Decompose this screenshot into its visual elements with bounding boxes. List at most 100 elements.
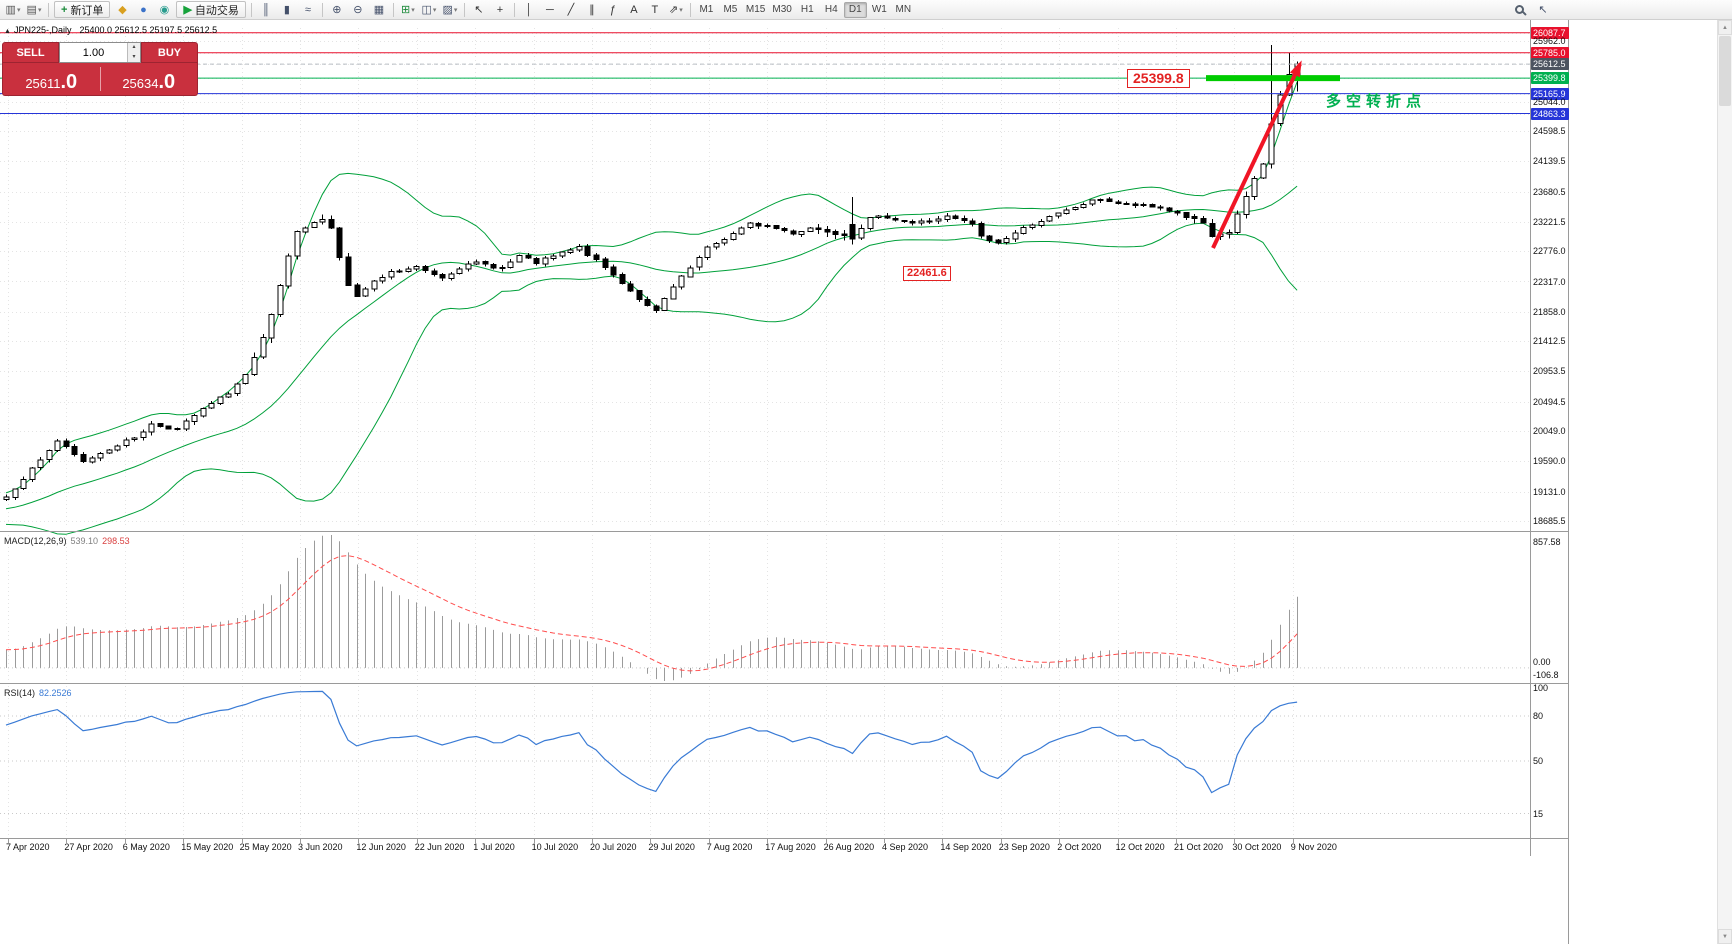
price-axis-label: 25612.5 [1531, 58, 1569, 71]
price-axis-label: 23221.5 [1533, 216, 1566, 227]
auto-trading-icon: ▶ [183, 4, 192, 16]
timeframe-d1[interactable]: D1 [843, 1, 867, 18]
price-axis-label: 25165.9 [1531, 87, 1569, 100]
new-chart-icon[interactable]: ▥ ▾ [5, 4, 21, 16]
collapse-trade-panel-arrow[interactable]: ▲ [4, 28, 11, 35]
auto-trading-button[interactable]: ▶ 自动交易 [176, 1, 246, 18]
periods-icon[interactable]: ◫ ▾ [421, 4, 437, 16]
buy-price-main: 25634 [122, 76, 159, 91]
price-axis-label: 18685.5 [1533, 516, 1566, 526]
new-order-icon: + [61, 3, 68, 16]
time-axis[interactable]: 7 Apr 2020 27 Apr 2020 6 May 2020 15 May 20… [0, 842, 1530, 855]
buy-price[interactable]: 25634.0 [101, 63, 198, 95]
sell-button[interactable]: SELL [2, 42, 59, 63]
rsi-value: 82.2526 [39, 688, 72, 698]
macd-axis-label: 0.00 [1533, 656, 1551, 667]
price-axis-label: 24139.5 [1533, 156, 1566, 167]
dropdown-arrow-icon: ▾ [411, 6, 415, 14]
profiles-icon[interactable]: ▤ ▾ [26, 4, 42, 16]
trendline-icon[interactable]: ╱ [567, 4, 575, 16]
rsi-axis-label: 100 [1533, 683, 1549, 693]
macd-axis-label: -106.8 [1533, 670, 1559, 680]
price-axis-label: 25785.0 [1531, 46, 1569, 59]
line-chart-icon[interactable]: ≈ [304, 3, 311, 16]
new-order-button-label: 新订单 [70, 4, 104, 17]
price-axis-label: 22776.0 [1533, 246, 1566, 257]
one-click-trading-panel: SELL ▴ ▾ BUY 25611.0 25634.0 [2, 42, 198, 96]
cursor-icon[interactable]: ↖ [474, 4, 484, 16]
pointer-icon[interactable]: ↖ [1538, 4, 1548, 16]
date-axis-label: 27 Apr 2020 [64, 842, 113, 852]
price-axis-label: 19131.0 [1533, 486, 1566, 497]
horizontal-line-icon[interactable]: ─ [546, 3, 554, 16]
timeframe-h4[interactable]: H4 [824, 4, 838, 15]
date-axis-label: 12 Jun 2020 [356, 842, 406, 852]
toolbar-right-group: ↖ [1509, 1, 1553, 18]
indicators-icon[interactable]: ⊞ ▾ [401, 4, 415, 16]
auto-trading-button-label: 自动交易 [194, 4, 239, 17]
volume-input[interactable] [60, 43, 127, 62]
date-axis-label: 4 Sep 2020 [882, 842, 929, 852]
timeframe-w1[interactable]: W1 [871, 4, 887, 15]
text-icon[interactable]: A [630, 3, 638, 16]
price-axis-label: 19590.0 [1533, 456, 1566, 467]
date-axis-label: 1 Jul 2020 [473, 842, 515, 852]
label-icon[interactable]: T [651, 3, 659, 16]
date-axis-label: 15 May 2020 [181, 842, 234, 852]
price-axis-label: 23680.5 [1533, 186, 1566, 197]
toolbar-separator [321, 2, 323, 17]
sell-price-main: 25611 [25, 76, 61, 91]
buy-button[interactable]: BUY [141, 42, 198, 63]
turning-point-note: 多空转折点 [1326, 93, 1427, 110]
templates-icon[interactable]: ▨ ▾ [442, 4, 458, 16]
chart-title-line: ▲ JPN225-,Daily 25400.0 25612.5 25197.5 25… [4, 25, 217, 35]
toolbar-separator [513, 2, 515, 17]
price-axis[interactable]: 26087.7 25962.0 25785.0 25612.5 25399.8 25165… [1531, 0, 1570, 944]
rsi-axis-label: 80 [1533, 711, 1544, 721]
bar-chart-icon[interactable]: ║ [262, 3, 270, 16]
date-axis-label: 20 Jul 2020 [590, 842, 637, 852]
new-order-button[interactable]: + 新订单 [54, 1, 111, 18]
date-axis-label: 23 Sep 2020 [998, 842, 1050, 852]
timeframe-m5[interactable]: M5 [723, 4, 738, 15]
right-empty-panel: ▲ ▼ [1570, 20, 1732, 944]
arrows-icon[interactable]: ⇗ ▾ [669, 4, 683, 16]
timeframe-h1[interactable]: H1 [800, 4, 814, 15]
timeframe-mn[interactable]: MN [895, 4, 912, 15]
search-icon[interactable] [1509, 1, 1529, 18]
price-axis-label: 24863.3 [1531, 107, 1569, 120]
zoom-out-icon[interactable]: ⊖ [353, 4, 363, 16]
resistance-price-annotation[interactable]: 25399.8 [1127, 69, 1190, 88]
scroll-up-icon[interactable]: ▲ [1718, 20, 1732, 35]
fibonacci-icon[interactable]: ƒ [609, 3, 616, 16]
channel-icon[interactable]: ∥ [589, 4, 595, 16]
scroll-down-icon[interactable]: ▼ [1718, 929, 1732, 944]
price-axis-label: 21858.0 [1533, 306, 1566, 317]
signals-icon[interactable]: ◉ [159, 4, 170, 16]
tile-windows-icon[interactable]: ▦ [373, 4, 385, 16]
toolbar-separator [250, 2, 252, 17]
market-icon[interactable]: ● [140, 3, 147, 16]
candlestick-chart-icon[interactable]: ▮ [283, 4, 290, 16]
buy-price-big: .0 [158, 71, 176, 93]
crosshair-icon[interactable]: + [496, 3, 504, 16]
vertical-scrollbar[interactable]: ▲ ▼ [1717, 20, 1732, 944]
sell-price[interactable]: 25611.0 [3, 63, 100, 95]
volume-down-button[interactable]: ▾ [128, 52, 140, 62]
date-axis-label: 25 May 2020 [239, 842, 292, 852]
scrollbar-thumb[interactable] [1719, 36, 1731, 106]
timeframe-m15[interactable]: M15 [745, 4, 766, 15]
zoom-in-icon[interactable]: ⊕ [332, 4, 342, 16]
timeframe-m1[interactable]: M1 [699, 4, 714, 15]
toolbar-separator [463, 2, 465, 17]
vertical-line-icon[interactable]: │ [525, 3, 533, 16]
metaeditor-icon[interactable]: ◆ [118, 4, 127, 16]
macd-indicator-label: MACD(12,26,9) 539.10 298.53 [4, 536, 130, 546]
date-axis-label: 14 Sep 2020 [940, 842, 992, 852]
rsi-axis-label: 50 [1533, 756, 1544, 766]
support-price-annotation[interactable]: 22461.6 [903, 266, 951, 281]
timeframe-m30[interactable]: M30 [772, 4, 792, 15]
macd-axis-label: 857.58 [1533, 537, 1561, 547]
volume-up-button[interactable]: ▴ [128, 43, 140, 53]
